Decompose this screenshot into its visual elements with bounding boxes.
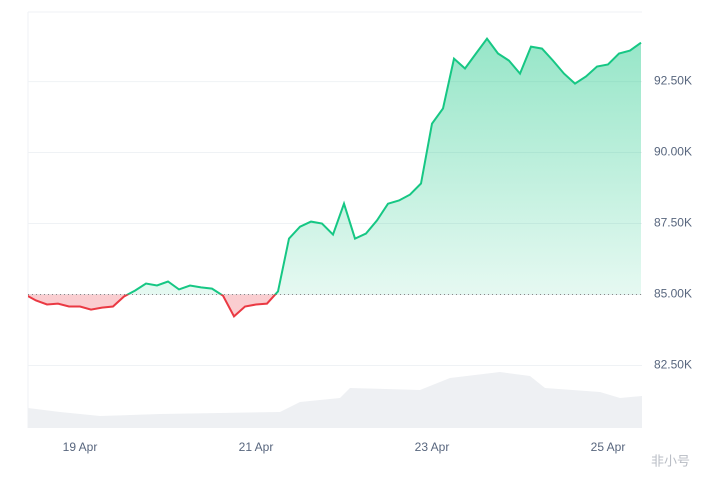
- y-tick-label: 82.50K: [654, 358, 692, 372]
- x-tick-label: 21 Apr: [239, 440, 274, 454]
- watermark: 非小号: [651, 453, 690, 468]
- area-down: [28, 294, 276, 317]
- y-tick-label: 85.00K: [654, 287, 692, 301]
- x-tick-label: 25 Apr: [591, 440, 626, 454]
- area-up: [28, 38, 641, 295]
- x-tick-label: 23 Apr: [415, 440, 450, 454]
- y-tick-label: 87.50K: [654, 216, 692, 230]
- y-tick-label: 92.50K: [654, 74, 692, 88]
- volume-area: [28, 372, 642, 428]
- y-tick-label: 90.00K: [654, 145, 692, 159]
- price-line-up: [125, 37, 642, 295]
- x-tick-label: 19 Apr: [63, 440, 98, 454]
